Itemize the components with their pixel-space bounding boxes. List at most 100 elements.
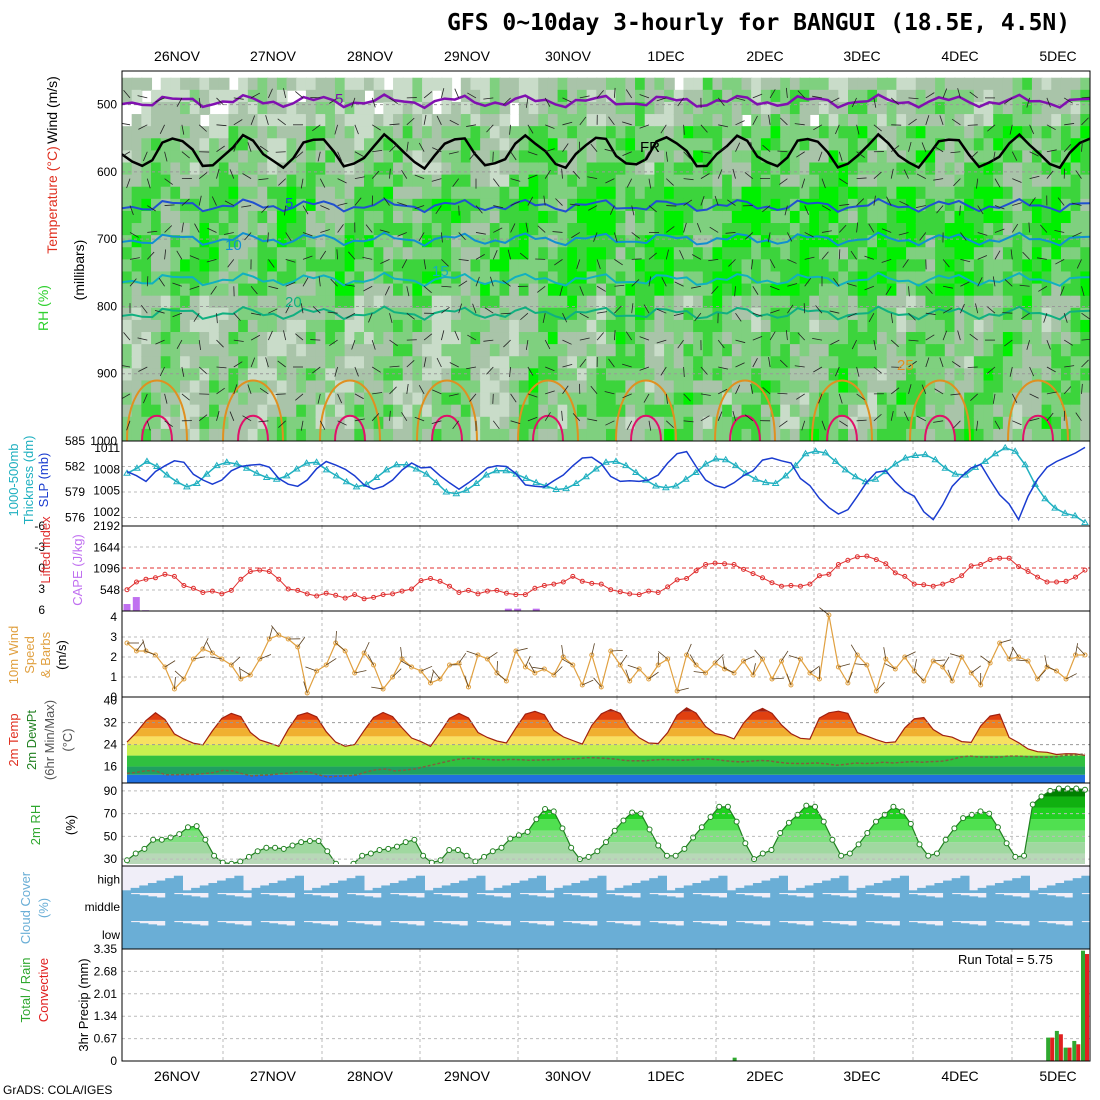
rh-cell xyxy=(1041,332,1053,346)
rh-cell xyxy=(896,344,908,358)
rh-cell xyxy=(422,89,433,103)
rh-cell xyxy=(170,259,182,273)
wind-barb xyxy=(665,249,669,260)
wind-barb xyxy=(622,363,632,368)
thickness-marker xyxy=(1021,460,1030,468)
rh-cell xyxy=(364,138,375,152)
wind-barb xyxy=(847,671,853,684)
rh-cell xyxy=(538,235,549,249)
thickness-marker xyxy=(242,464,251,471)
rh-cell xyxy=(538,259,549,273)
rh-cell xyxy=(393,150,404,164)
cloud-bar xyxy=(787,923,797,949)
rh-cell xyxy=(799,356,811,370)
rh-cell xyxy=(635,77,646,91)
cloud-bar xyxy=(130,887,140,893)
wind-barb xyxy=(312,366,321,374)
rh-cell xyxy=(596,392,607,406)
rh-cell xyxy=(344,101,356,115)
rh-cell xyxy=(799,198,811,212)
rh-cell xyxy=(547,380,559,394)
rh-cell xyxy=(818,283,830,297)
rh-cell xyxy=(354,150,365,164)
rh-cell xyxy=(305,198,317,212)
rh-marker xyxy=(1003,840,1010,847)
rh-cell xyxy=(402,428,414,441)
wind-barb xyxy=(441,285,452,288)
wind-barb xyxy=(683,178,694,181)
wind-barb xyxy=(528,662,536,674)
rh-cell xyxy=(199,428,211,441)
rh-cell xyxy=(809,344,820,358)
rh-cell xyxy=(189,332,201,346)
rh-cell xyxy=(334,295,346,309)
rh-cell xyxy=(576,138,588,152)
wind-barb xyxy=(544,169,551,179)
wind-barb xyxy=(1081,141,1083,152)
cloud-bar xyxy=(1055,883,1065,893)
rh-cell xyxy=(509,283,520,297)
rh-cell xyxy=(664,344,675,358)
wind-barb xyxy=(994,178,1001,188)
rh-cell xyxy=(896,198,908,212)
rh-cell xyxy=(431,174,443,188)
rh-cell xyxy=(654,368,666,382)
rh-cell xyxy=(209,271,220,285)
cloud-bar xyxy=(606,922,616,949)
thickness-marker xyxy=(931,455,940,463)
cloud-bar xyxy=(839,896,849,921)
rh-cell xyxy=(247,210,259,224)
cloud-row-label: low xyxy=(102,928,120,942)
rh-cell xyxy=(528,416,540,430)
rh-cell xyxy=(1051,89,1062,103)
wind-barb xyxy=(384,286,390,296)
rh-cell xyxy=(557,416,569,430)
wind-barb xyxy=(856,419,867,422)
rh-cell xyxy=(683,295,695,309)
rh-cell xyxy=(615,210,627,224)
rh2m-axis-label: 2m RH xyxy=(28,805,43,845)
wind-barb xyxy=(147,230,158,233)
rh-cell xyxy=(276,247,288,261)
rh-cell xyxy=(228,150,240,164)
rh-cell xyxy=(944,198,956,212)
rh-cell xyxy=(828,126,840,140)
rh-cell xyxy=(383,295,395,309)
rh-cell xyxy=(315,344,327,358)
cloud-bar xyxy=(960,895,970,921)
rh-cell xyxy=(364,150,375,164)
rh-cell xyxy=(838,101,849,115)
rh-cell xyxy=(576,247,588,261)
rh-cell xyxy=(364,223,375,237)
rh-cell xyxy=(247,150,259,164)
rh-cell xyxy=(964,114,975,128)
rh-cell xyxy=(180,77,191,91)
wind-barb xyxy=(354,124,359,135)
rh-cell xyxy=(1022,77,1033,91)
rh-cell xyxy=(480,89,491,103)
wind-barb xyxy=(818,151,823,162)
wind-barb xyxy=(735,312,742,322)
wind-barb xyxy=(794,123,805,126)
rh-cell xyxy=(383,307,395,321)
rh-cell xyxy=(683,404,695,418)
wind-barb xyxy=(527,124,534,134)
wind-barb xyxy=(389,365,400,368)
wind-barb xyxy=(582,679,594,686)
rh-cell xyxy=(877,247,888,261)
rh-cell xyxy=(441,392,453,406)
windspeed-marker xyxy=(674,688,680,694)
wind-barb xyxy=(302,205,309,215)
rh-cell xyxy=(189,101,201,115)
rh-band xyxy=(127,842,1085,854)
rh-cell xyxy=(886,162,898,176)
rh-cell xyxy=(189,223,201,237)
rh-cell xyxy=(576,235,588,249)
rh-cell xyxy=(1031,307,1043,321)
rh-cell xyxy=(799,259,811,273)
rh-cell xyxy=(596,210,607,224)
thickness-marker xyxy=(911,451,920,458)
rh-cell xyxy=(973,332,985,346)
rh-cell xyxy=(247,283,259,297)
rh-cell xyxy=(170,186,182,200)
